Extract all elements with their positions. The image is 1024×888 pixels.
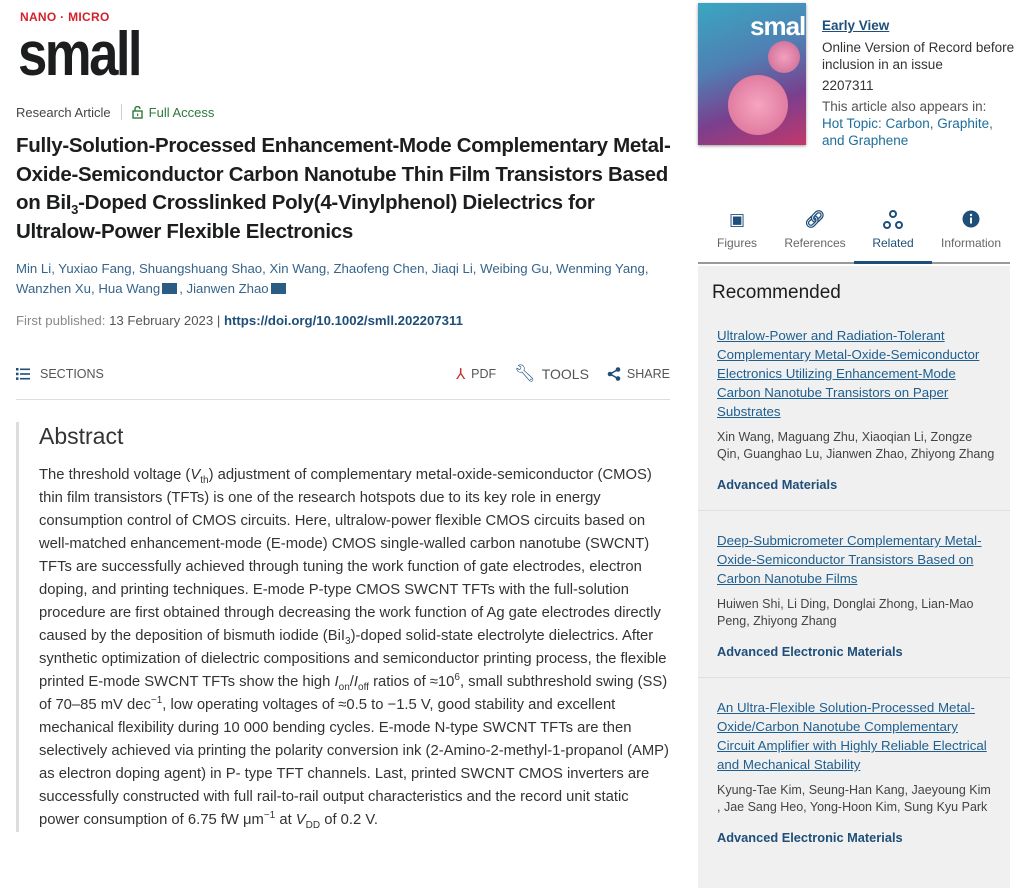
author-list: Min Li, Yuxiao Fang, Shuangshuang Shao, … [16, 261, 649, 296]
author-link[interactable]: Hua Wang [98, 281, 161, 296]
author-link[interactable]: Zhaofeng Chen [333, 261, 425, 276]
publication-info: First published: 13 February 2023 | http… [16, 313, 463, 328]
tab-figures[interactable]: ▣ Figures [698, 207, 776, 262]
article-type: Research Article [16, 104, 111, 120]
tools-button[interactable]: 🔧︎ TOOLS [514, 364, 589, 384]
issue-info: Early View Online Version of Record befo… [822, 17, 1017, 149]
author-link[interactable]: Jianwen Zhao [186, 281, 269, 296]
email-icon[interactable] [270, 283, 286, 294]
tools-label: TOOLS [541, 366, 589, 382]
author-link[interactable]: Min Li [16, 261, 52, 276]
author-link[interactable]: Wanzhen Xu [16, 281, 92, 296]
recommended-item: An Ultra-Flexible Solution-Processed Met… [698, 678, 1010, 863]
author-link[interactable]: Xin Wang [269, 261, 327, 276]
abstract-heading: Abstract [39, 423, 124, 449]
recommended-title-link[interactable]: An Ultra-Flexible Solution-Processed Met… [717, 700, 987, 772]
recommended-journal[interactable]: Advanced Electronic Materials [717, 830, 903, 845]
journal-cover-image[interactable]: small [698, 3, 806, 145]
author-link[interactable]: Yuxiao Fang [58, 261, 132, 276]
access-label: Full Access [148, 104, 215, 120]
sections-button[interactable]: SECTIONS [16, 367, 104, 381]
abstract-section: Abstract The threshold voltage (Vth) adj… [16, 422, 670, 832]
article-number: 2207311 [822, 78, 874, 93]
tab-related[interactable]: Related [854, 207, 932, 264]
recommended-title-link[interactable]: Ultralow-Power and Radiation-Tolerant Co… [717, 328, 980, 419]
divider [120, 104, 122, 120]
recommended-heading: Recommended [712, 282, 841, 303]
recommended-journal[interactable]: Advanced Materials [717, 477, 838, 492]
access-badge: Full Access [131, 104, 215, 120]
image-icon: ▣ [728, 210, 746, 229]
wrench-icon: 🔧︎ [514, 364, 536, 383]
first-published-label: First published: [16, 313, 106, 328]
abstract-text: The threshold voltage (Vth) adjustment o… [39, 467, 669, 831]
journal-logo[interactable]: NANO · MICRO small [18, 10, 148, 89]
hot-topic-link[interactable]: Hot Topic: Carbon, Graphite, and Graphen… [822, 116, 993, 148]
article-toolbar: SECTIONS ⅄ PDF 🔧︎ TOOLS SHARE [16, 364, 670, 384]
pdf-icon: ⅄ [455, 366, 466, 383]
pdf-label: PDF [471, 367, 497, 381]
logo-wordmark: small [18, 20, 143, 89]
early-view-link[interactable]: Early View [822, 18, 890, 33]
also-appears-label: This article also appears in: [822, 99, 987, 114]
related-icon [854, 210, 932, 232]
share-label: SHARE [626, 367, 670, 381]
article-title: Fully-Solution-Processed Enhancement-Mod… [16, 134, 671, 243]
tab-information[interactable]: Information [932, 207, 1010, 262]
recommended-title-link[interactable]: Deep-Submicrometer Complementary Metal-O… [717, 533, 982, 586]
divider [16, 399, 670, 400]
recommended-item: Deep-Submicrometer Complementary Metal-O… [698, 511, 1010, 678]
email-icon[interactable] [162, 283, 178, 294]
recommended-authors: Huiwen Shi, Li Ding, Donglai Zhong, Lian… [717, 597, 974, 628]
author-link[interactable]: Shuangshuang Shao [138, 261, 263, 276]
logo-tagline: NANO · MICRO [20, 10, 110, 24]
recommended-authors: Kyung-Tae Kim, Seung-Han Kang, Jaeyoung … [717, 783, 991, 814]
pdf-button[interactable]: ⅄ PDF [456, 365, 496, 383]
sections-label: SECTIONS [40, 367, 104, 381]
tab-references[interactable]: 🔗︎ References [776, 207, 854, 262]
unlock-icon [131, 105, 143, 119]
sidebar-tabs: ▣ Figures 🔗︎ References Related Informatio… [698, 207, 1010, 264]
recommended-panel: Recommended Ultralow-Power and Radiation… [698, 266, 1010, 888]
issue-status: Online Version of Record before inclusio… [822, 40, 1015, 72]
article-column: Research Article Full Access Fully-Solut… [16, 103, 676, 832]
share-icon [607, 367, 621, 381]
share-button[interactable]: SHARE [607, 367, 670, 381]
recommended-authors: Xin Wang, Maguang Zhu, Xiaoqian Li, Zong… [717, 430, 995, 461]
article-meta: Research Article Full Access [16, 103, 676, 121]
author-link[interactable]: Weibing Gu [480, 261, 549, 276]
author-link[interactable]: Wenming Yang [556, 261, 645, 276]
info-icon [932, 210, 1010, 232]
recommended-item: Ultralow-Power and Radiation-Tolerant Co… [698, 322, 1010, 511]
recommended-journal[interactable]: Advanced Electronic Materials [717, 644, 903, 659]
link-icon: 🔗︎ [804, 210, 826, 229]
doi-link[interactable]: https://doi.org/10.1002/smll.202207311 [223, 313, 463, 328]
author-link[interactable]: Jiaqi Li [431, 261, 473, 276]
first-published-date: 13 February 2023 [109, 313, 214, 328]
list-icon [16, 368, 30, 380]
